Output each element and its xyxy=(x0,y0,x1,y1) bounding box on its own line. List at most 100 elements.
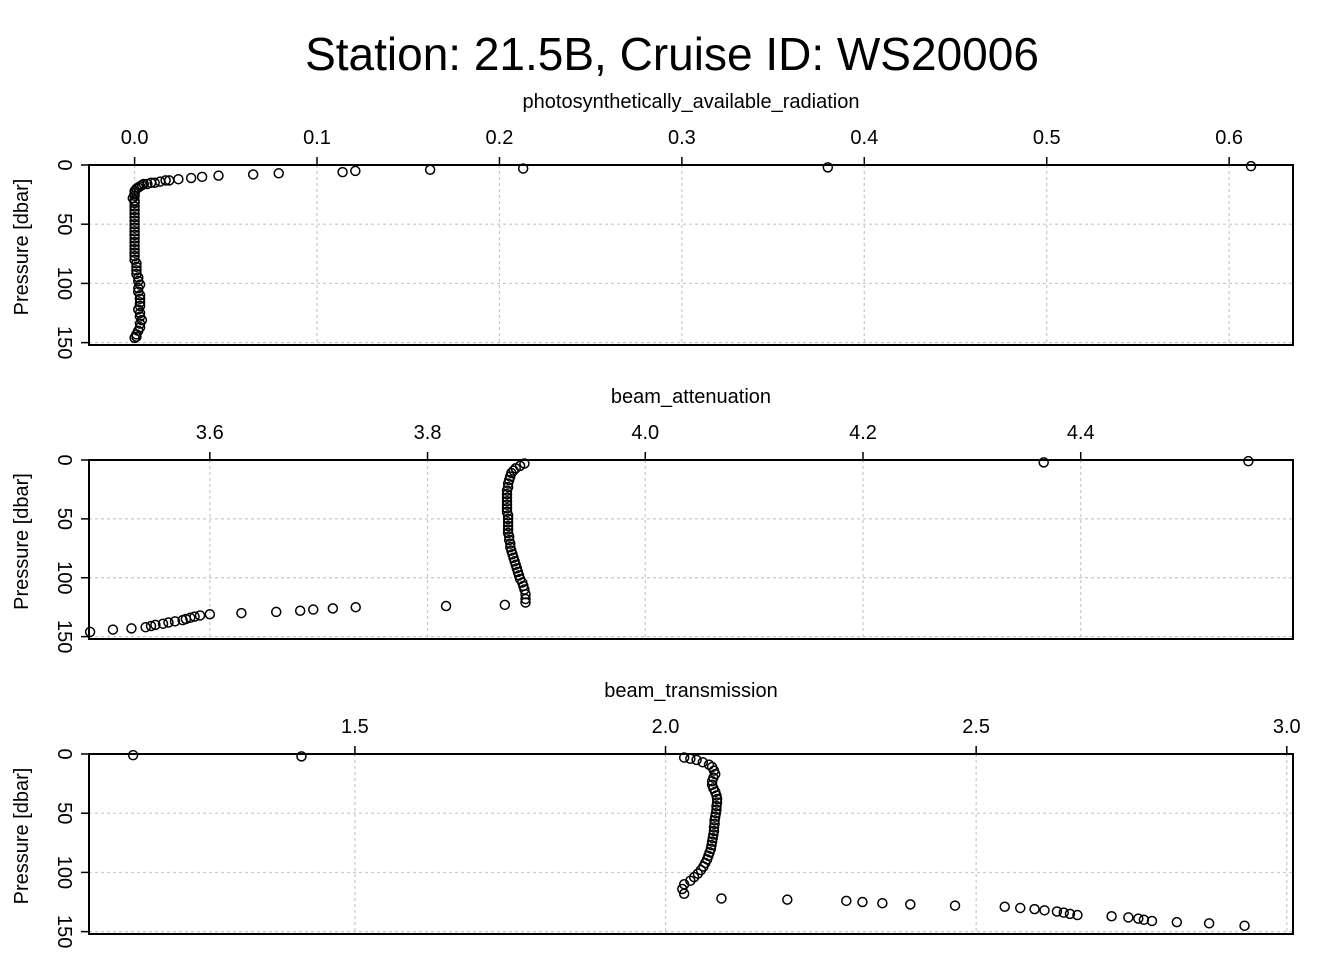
data-point xyxy=(677,883,688,895)
data-point xyxy=(169,616,181,627)
data-point xyxy=(160,175,171,186)
chart-title: Station: 21.5B, Cruise ID: WS20006 xyxy=(305,28,1039,80)
x-axis-label: beam_transmission xyxy=(604,680,777,702)
data-point xyxy=(1106,910,1117,922)
data-point xyxy=(706,839,717,851)
data-point xyxy=(999,901,1010,913)
data-point xyxy=(107,624,119,635)
data-point xyxy=(678,888,690,899)
data-point xyxy=(782,894,793,905)
data-point xyxy=(157,618,169,629)
data-point xyxy=(129,243,140,255)
data-point xyxy=(142,178,153,190)
data-point xyxy=(134,290,146,301)
data-point xyxy=(1171,916,1183,928)
data-point xyxy=(502,510,514,521)
data-point xyxy=(196,171,208,183)
data-point xyxy=(706,836,718,847)
data-point xyxy=(706,775,718,787)
data-point xyxy=(134,297,146,308)
data-point xyxy=(270,606,282,618)
data-point xyxy=(184,612,196,624)
data-point xyxy=(502,478,514,489)
data-point xyxy=(841,895,852,907)
x-tick-label: 2.0 xyxy=(652,716,680,738)
data-point xyxy=(247,169,259,180)
data-point xyxy=(697,757,709,768)
data-point xyxy=(711,800,722,812)
data-point xyxy=(1123,912,1134,923)
data-point xyxy=(1029,903,1040,915)
data-point xyxy=(1203,918,1215,929)
x-tick-label: 0.3 xyxy=(668,127,696,149)
data-point xyxy=(129,233,140,244)
data-point xyxy=(296,751,307,762)
data-point xyxy=(708,822,720,833)
data-point xyxy=(194,610,206,621)
data-point xyxy=(236,607,247,619)
x-tick-label: 3.0 xyxy=(1273,716,1301,738)
data-point xyxy=(857,896,868,908)
data-point xyxy=(129,236,140,248)
data-point xyxy=(501,499,513,510)
x-tick-label: 0.5 xyxy=(1033,127,1061,149)
data-point xyxy=(822,162,834,173)
y-tick-label: 0 xyxy=(53,159,75,170)
y-tick-label: 100 xyxy=(53,856,75,889)
data-point xyxy=(126,623,137,634)
data-point xyxy=(273,168,284,179)
data-point xyxy=(129,197,140,209)
data-point xyxy=(905,899,916,910)
data-point xyxy=(134,293,146,305)
data-point xyxy=(173,173,184,185)
data-point xyxy=(1146,915,1158,927)
data-point xyxy=(134,307,146,319)
x-tick-label: 4.0 xyxy=(631,422,659,444)
data-point xyxy=(308,604,319,615)
data-point xyxy=(129,204,140,216)
data-point xyxy=(499,599,511,611)
data-point xyxy=(877,897,888,909)
data-point xyxy=(709,815,720,826)
data-point xyxy=(129,222,140,234)
data-point xyxy=(503,531,515,542)
x-tick-label: 2.5 xyxy=(962,716,990,738)
data-point xyxy=(1015,902,1026,914)
data-point xyxy=(127,749,139,761)
data-point xyxy=(709,811,721,823)
data-point xyxy=(131,261,142,273)
y-tick-label: 50 xyxy=(53,213,75,235)
x-tick-label: 0.1 xyxy=(303,127,331,149)
data-point xyxy=(327,603,339,614)
x-tick-label: 0.4 xyxy=(850,127,878,149)
x-tick-label: 0.0 xyxy=(121,127,149,149)
data-point xyxy=(1038,457,1049,468)
data-point xyxy=(129,190,140,202)
y-axis-label: Pressure [dbar] xyxy=(11,179,33,316)
y-axis-label: Pressure [dbar] xyxy=(11,473,33,610)
data-point xyxy=(1072,909,1083,921)
x-axis-label: photosynthetically_available_radiation xyxy=(523,91,860,113)
data-point xyxy=(133,282,144,294)
data-point xyxy=(350,165,361,177)
data-point xyxy=(213,170,224,181)
data-point xyxy=(1138,914,1150,926)
data-point xyxy=(134,318,146,329)
data-point xyxy=(520,589,531,600)
panel-2: 3.6 3.8 4.0 4.2 4.4 beam_attenuation 0 50 100 150… xyxy=(11,386,1294,653)
data-point xyxy=(691,754,702,766)
data-point xyxy=(708,825,720,837)
data-point xyxy=(163,617,174,628)
data-point xyxy=(149,177,160,189)
data-point xyxy=(1133,913,1144,924)
y-tick-label: 0 xyxy=(53,454,75,465)
data-point xyxy=(129,229,140,241)
panel-1: 0.0 0.1 0.2 0.3 0.4 0.5 0.6 photosynthetically_… xyxy=(11,91,1294,359)
data-point xyxy=(145,620,157,632)
data-point xyxy=(508,465,519,476)
y-tick-label: 150 xyxy=(53,326,75,359)
panel-3: 1.5 2.0 2.5 3.0 beam_transmission 0 50 100 150 Pr… xyxy=(11,680,1301,948)
data-point xyxy=(424,164,436,175)
data-point xyxy=(502,520,514,532)
plot-frame xyxy=(88,164,1294,346)
